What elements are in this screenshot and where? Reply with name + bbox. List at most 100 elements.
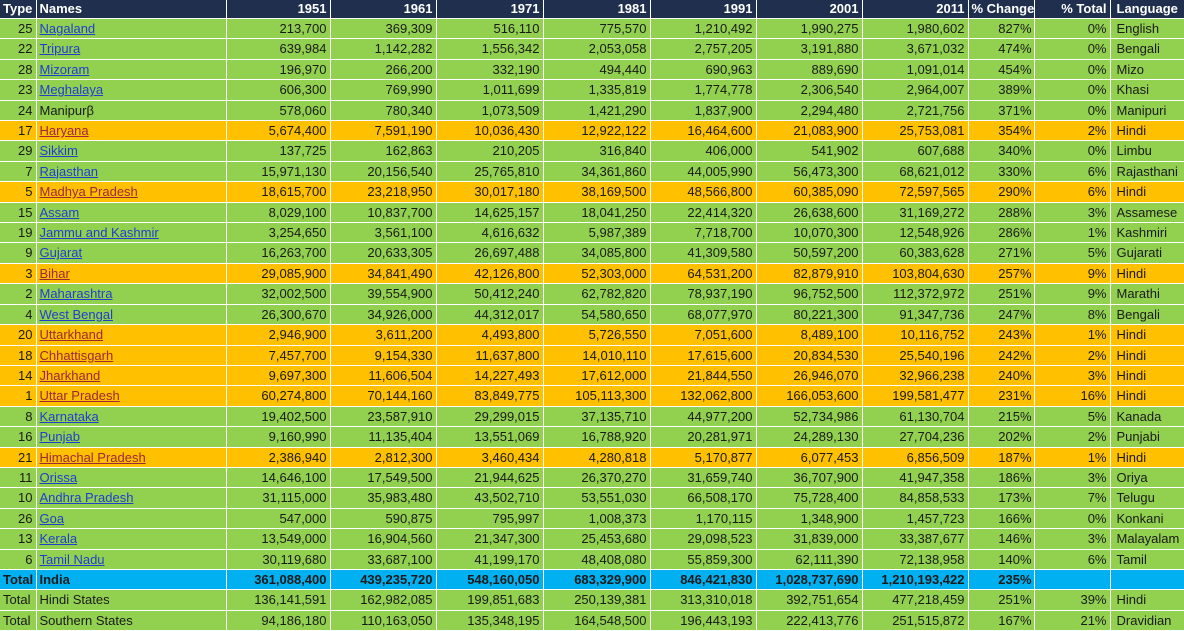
cell-name: Sikkim: [36, 140, 227, 162]
cell-1981: 62,782,820: [543, 283, 651, 305]
header-total[interactable]: % Total: [1034, 0, 1111, 19]
cell-2001: 75,728,400: [756, 487, 863, 509]
table-row: 4 West Bengal 26,300,670 34,926,000 44,312,0…: [0, 304, 1184, 326]
cell-language: Hindi: [1110, 181, 1184, 203]
state-link[interactable]: Rajasthan: [39, 163, 99, 179]
cell-1981: 48,408,080: [543, 549, 651, 570]
cell-1971: 516,110: [436, 18, 544, 40]
cell-1991: 29,098,523: [650, 528, 757, 550]
cell-2001: 26,638,600: [756, 202, 863, 224]
cell-language: Limbu: [1110, 140, 1184, 162]
state-link[interactable]: Nagaland: [39, 21, 96, 36]
cell-type: 11: [0, 467, 37, 489]
cell-total: 8%: [1034, 304, 1111, 326]
cell-name: Manipurβ: [36, 100, 227, 122]
cell-name: Jammu and Kashmir: [36, 222, 227, 244]
cell-1961: 11,606,504: [330, 365, 437, 387]
cell-language: Gujarati: [1110, 242, 1184, 264]
cell-1981: 494,440: [543, 59, 651, 81]
header-row: Type Names 1951 1961 1971 1981 1991 2001…: [0, 0, 1184, 19]
state-link[interactable]: Orissa: [39, 469, 78, 485]
state-link[interactable]: Chhattisgarh: [39, 347, 114, 363]
cell-1981: 775,570: [543, 18, 651, 40]
state-link[interactable]: Uttar Pradesh: [39, 388, 120, 404]
cell-1991: 17,615,600: [650, 345, 757, 366]
cell-2011: 112,372,972: [862, 283, 969, 305]
state-link[interactable]: West Bengal: [39, 306, 113, 322]
table-row: 26 Goa 547,000 590,875 795,997 1,008,373 1,170…: [0, 508, 1184, 530]
cell-name: Tripura: [36, 38, 227, 60]
cell-1961: 23,587,910: [330, 406, 437, 428]
table-row: 5 Madhya Pradesh 18,615,700 23,218,950 30,01…: [0, 181, 1184, 203]
state-link[interactable]: Maharashtra: [39, 286, 113, 302]
state-link[interactable]: Mizoram: [39, 61, 90, 77]
cell-type: 16: [0, 426, 37, 448]
cell-2001: 1,990,275: [756, 18, 863, 40]
cell-2001: 96,752,500: [756, 283, 863, 305]
state-link[interactable]: Madhya Pradesh: [39, 184, 138, 200]
cell-1961: 162,982,085: [330, 589, 437, 611]
table-row: 17 Haryana 5,674,400 7,591,190 10,036,430 12,…: [0, 120, 1184, 142]
cell-1991: 78,937,190: [650, 283, 757, 305]
state-link[interactable]: Himachal Pradesh: [39, 449, 146, 465]
state-link[interactable]: Jharkhand: [39, 367, 101, 383]
header-type[interactable]: Type: [0, 0, 37, 19]
cell-1971: 1,556,342: [436, 38, 544, 60]
cell-2011: 6,856,509: [862, 447, 969, 468]
cell-2011: 103,804,630: [862, 263, 969, 285]
header-1981[interactable]: 1981: [543, 0, 651, 19]
cell-1971: 4,616,632: [436, 222, 544, 244]
state-link[interactable]: Haryana: [39, 123, 89, 139]
cell-1951: 26,300,670: [226, 304, 331, 326]
cell-total: 2%: [1034, 345, 1111, 366]
header-1971[interactable]: 1971: [436, 0, 544, 19]
state-link[interactable]: Tamil Nadu: [39, 551, 105, 567]
state-link[interactable]: Karnataka: [39, 408, 99, 424]
header-2011[interactable]: 2011: [862, 0, 969, 19]
cell-total: 2%: [1034, 120, 1111, 142]
header-change[interactable]: % Change: [968, 0, 1035, 19]
header-names[interactable]: Names: [36, 0, 227, 19]
cell-1951: 2,386,940: [226, 447, 331, 468]
state-link[interactable]: Kerala: [39, 531, 78, 547]
header-1961[interactable]: 1961: [330, 0, 437, 19]
cell-name: Meghalaya: [36, 79, 227, 101]
state-link[interactable]: Andhra Pradesh: [39, 490, 134, 506]
cell-1951: 639,984: [226, 38, 331, 60]
state-link[interactable]: Uttarkhand: [39, 327, 104, 343]
state-link[interactable]: Assam: [39, 204, 80, 220]
header-1991[interactable]: 1991: [650, 0, 757, 19]
cell-1961: 10,837,700: [330, 202, 437, 224]
cell-1961: 9,154,330: [330, 345, 437, 366]
cell-type: 19: [0, 222, 37, 244]
state-link[interactable]: Sikkim: [39, 143, 78, 159]
table-row: 9 Gujarat 16,263,700 20,633,305 26,697,488 34…: [0, 242, 1184, 264]
cell-1981: 34,085,800: [543, 242, 651, 264]
header-1951[interactable]: 1951: [226, 0, 331, 19]
table-row: 22 Tripura 639,984 1,142,282 1,556,342 2,053,…: [0, 38, 1184, 60]
cell-total: 0%: [1034, 38, 1111, 60]
cell-type: 29: [0, 140, 37, 162]
cell-type: 26: [0, 508, 37, 530]
cell-1971: 795,997: [436, 508, 544, 530]
cell-1981: 52,303,000: [543, 263, 651, 285]
table-row: 23 Meghalaya 606,300 769,990 1,011,699 1,335,…: [0, 79, 1184, 101]
table-row: 6 Tamil Nadu 30,119,680 33,687,100 41,199,17…: [0, 549, 1184, 570]
state-link[interactable]: Goa: [39, 510, 65, 526]
state-link[interactable]: Punjab: [39, 429, 80, 445]
cell-name: Maharashtra: [36, 283, 227, 305]
cell-2011: 60,383,628: [862, 242, 969, 264]
state-link[interactable]: Tripura: [39, 41, 81, 57]
cell-1981: 37,135,710: [543, 406, 651, 428]
state-link[interactable]: Gujarat: [39, 245, 83, 261]
cell-language: Hindi: [1110, 345, 1184, 366]
cell-language: Kashmiri: [1110, 222, 1184, 244]
cell-1991: 1,837,900: [650, 100, 757, 122]
state-link[interactable]: Bihar: [39, 265, 70, 281]
header-2001[interactable]: 2001: [756, 0, 863, 19]
state-link[interactable]: Meghalaya: [39, 82, 104, 98]
state-link[interactable]: Jammu and Kashmir: [39, 225, 159, 241]
header-language[interactable]: Language: [1110, 0, 1184, 19]
cell-total: 3%: [1034, 365, 1111, 387]
cell-name: Haryana: [36, 120, 227, 142]
